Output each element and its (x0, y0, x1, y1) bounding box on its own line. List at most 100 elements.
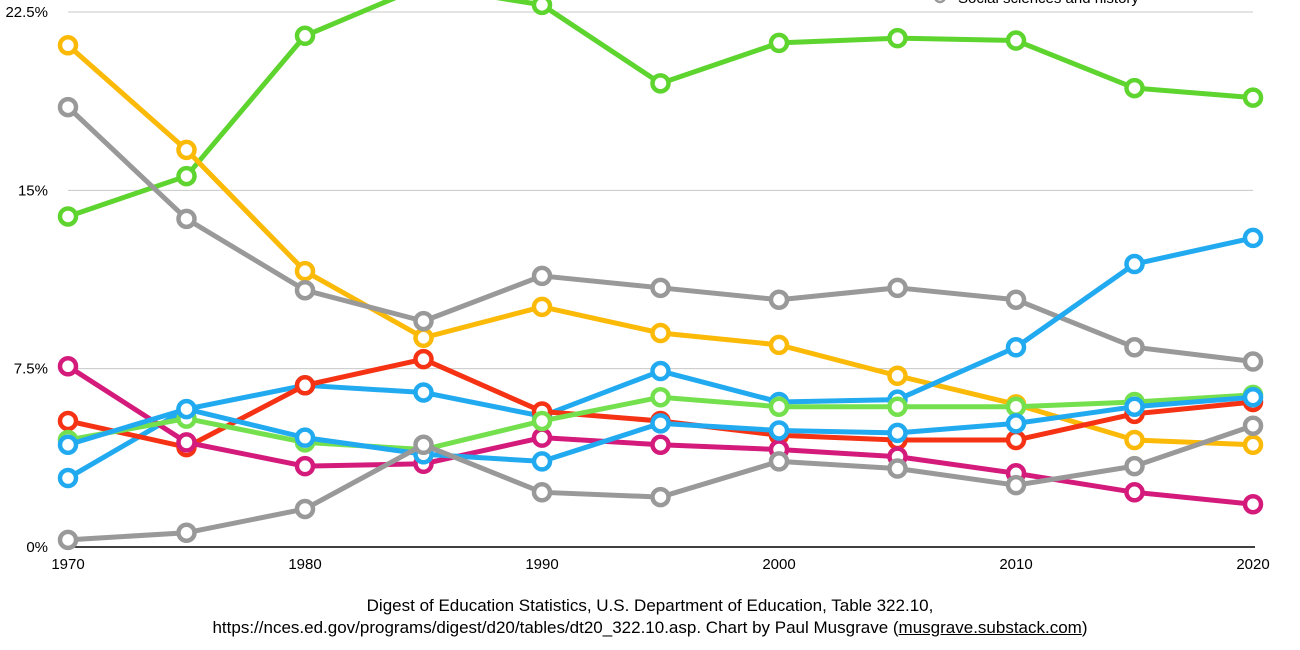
data-point (768, 32, 790, 54)
data-point (768, 289, 790, 310)
data-point (1242, 351, 1264, 372)
data-point (1124, 455, 1145, 477)
data-point (294, 498, 316, 520)
data-point (294, 25, 316, 47)
caption-line-2: https://nces.ed.gov/programs/digest/d20/… (0, 617, 1300, 639)
data-point (1124, 77, 1145, 99)
data-point (768, 396, 790, 417)
data-point (887, 277, 908, 299)
x-tick-label: 2020 (1236, 556, 1269, 573)
y-tick-label: 7.5% (14, 361, 48, 378)
data-point (887, 27, 908, 49)
data-point (887, 396, 908, 417)
data-point (1005, 474, 1027, 496)
series-9 (57, 415, 1264, 551)
data-point (531, 265, 553, 287)
data-point (650, 486, 671, 508)
series-1 (57, 0, 1264, 227)
data-point (531, 410, 553, 432)
data-point (176, 139, 197, 161)
x-tick-label: 2010 (999, 556, 1032, 573)
data-point (57, 96, 79, 118)
data-point (1124, 482, 1145, 503)
data-point (176, 398, 197, 420)
legend-label: Social sciences and history (958, 0, 1139, 7)
data-point (294, 427, 316, 448)
data-point (57, 467, 79, 489)
data-point (57, 206, 79, 227)
data-point (294, 375, 316, 396)
data-point (176, 208, 197, 230)
data-point (294, 279, 316, 301)
data-point (57, 356, 79, 377)
data-point (650, 322, 671, 344)
series-line (65, 0, 1256, 219)
data-point (294, 455, 316, 477)
substack-link[interactable]: musgrave.substack.com (898, 618, 1082, 637)
data-point (413, 327, 434, 349)
data-point (1124, 429, 1145, 451)
legend-marker (934, 0, 946, 4)
data-point (413, 382, 434, 403)
data-point (768, 334, 790, 356)
caption-line-2-text: https://nces.ed.gov/programs/digest/d20/… (212, 618, 899, 637)
data-point (1242, 493, 1264, 515)
legend: Social sciences and history (934, 0, 1139, 7)
axes: 0% 7.5% 15% 22.5% 1970 1980 1990 2000 2010 2020 (5, 4, 1269, 573)
data-point (1242, 434, 1264, 456)
line-chart: 0% 7.5% 15% 22.5% 1970 1980 1990 2000 2010 2020 S… (5, 0, 1270, 573)
data-point (1005, 429, 1027, 451)
data-point (650, 73, 671, 94)
data-point (176, 165, 197, 187)
data-point (531, 451, 553, 472)
x-tick-label: 1990 (525, 556, 558, 573)
data-point (413, 310, 434, 332)
data-point (1124, 253, 1145, 275)
data-point (1005, 337, 1027, 358)
y-tick-label: 0% (26, 539, 48, 556)
data-point (650, 413, 671, 434)
x-tick-label: 2000 (762, 556, 795, 573)
data-point (887, 458, 908, 479)
x-tick-label: 1980 (288, 556, 321, 573)
caption-line-1: Digest of Education Statistics, U.S. Dep… (366, 596, 934, 615)
data-point (887, 365, 908, 387)
series-3 (57, 96, 1264, 372)
data-point (531, 482, 553, 503)
data-point (57, 35, 79, 56)
series-lines (57, 0, 1264, 551)
data-point (650, 277, 671, 299)
data-point (531, 296, 553, 318)
data-point (176, 522, 197, 543)
data-point (1005, 289, 1027, 310)
data-point (413, 348, 434, 370)
data-point (1005, 413, 1027, 434)
data-point (768, 420, 790, 441)
data-point (1242, 386, 1264, 408)
data-point (294, 260, 316, 282)
y-tick-label: 15% (18, 182, 48, 199)
data-point (1242, 227, 1264, 249)
data-point (650, 386, 671, 408)
data-point (1242, 87, 1264, 108)
x-tick-label: 1970 (51, 556, 84, 573)
data-point (1242, 415, 1264, 436)
data-point (57, 529, 79, 551)
data-point (1005, 30, 1027, 51)
caption-line-2-end: ) (1081, 618, 1088, 637)
data-point (1124, 337, 1145, 358)
data-point (531, 0, 553, 16)
data-point (768, 451, 790, 472)
y-tick-label: 22.5% (5, 4, 48, 21)
data-point (887, 422, 908, 444)
data-point (650, 434, 671, 456)
data-point (1124, 396, 1145, 417)
data-point (650, 360, 671, 382)
source-caption: Digest of Education Statistics, U.S. Dep… (0, 595, 1300, 639)
data-point (57, 410, 79, 432)
data-point (57, 434, 79, 456)
data-point (1005, 396, 1027, 417)
data-point (413, 434, 434, 456)
data-point (531, 427, 553, 448)
data-point (176, 432, 197, 453)
